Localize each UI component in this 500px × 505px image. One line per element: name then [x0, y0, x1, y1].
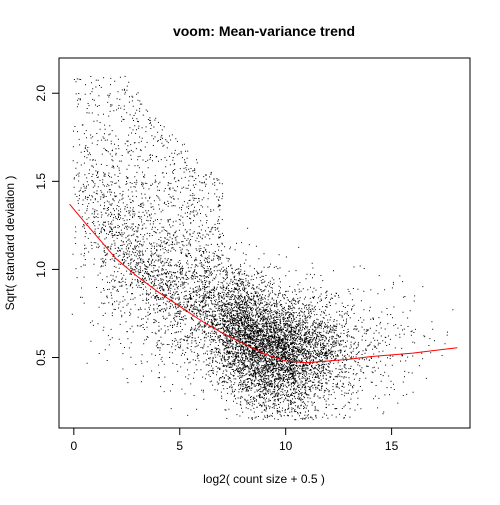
x-tick-label: 15 [385, 439, 399, 453]
x-tick-label: 0 [70, 439, 77, 453]
y-axis: 0.5 1.0 1.5 2.0 [34, 85, 60, 366]
x-axis-label: log2( count size + 0.5 ) [203, 472, 325, 486]
chart-title: voom: Mean-variance trend [173, 23, 355, 39]
y-tick-label: 1.5 [34, 173, 48, 190]
scatter-points [71, 75, 454, 421]
y-axis-label: Sqrt( standard deviation ) [3, 176, 17, 311]
trend-line-layer [69, 203, 458, 364]
x-tick-label: 10 [279, 439, 293, 453]
data-points [71, 75, 454, 421]
y-tick-label: 2.0 [34, 85, 48, 102]
y-tick-label: 0.5 [34, 349, 48, 366]
x-tick-label: 5 [176, 439, 183, 453]
y-tick-label: 1.0 [34, 261, 48, 278]
trend-line [69, 203, 458, 364]
x-axis: 0 5 10 15 [70, 427, 399, 453]
